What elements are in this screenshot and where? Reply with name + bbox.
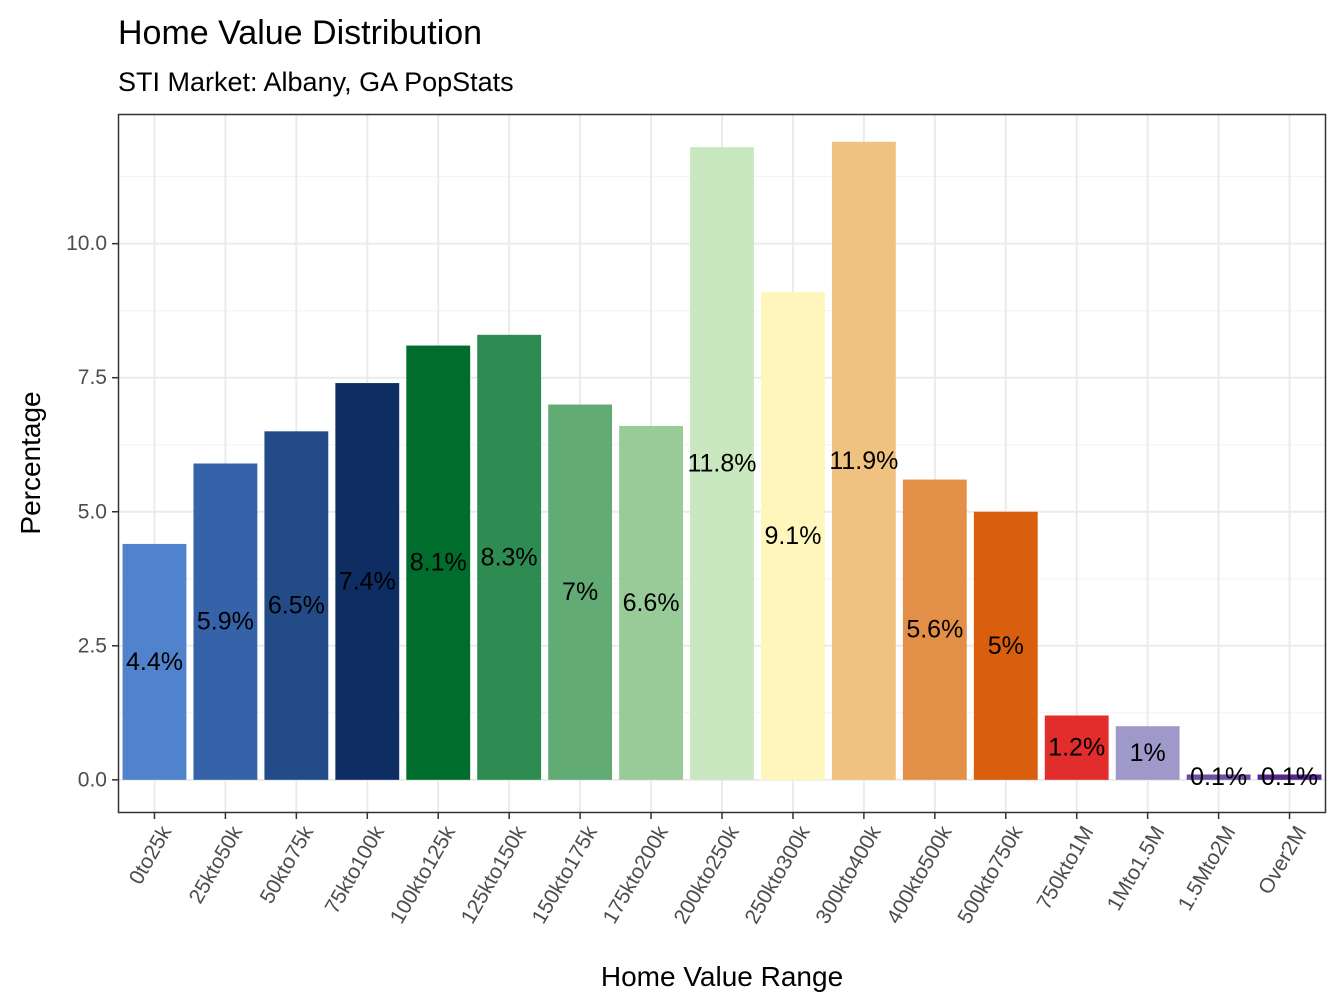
data-label: 5%	[988, 632, 1024, 660]
data-label: 5.6%	[906, 616, 963, 644]
x-tick-label: Over2M	[1254, 822, 1311, 898]
x-tick-label: 1.5Mto2M	[1174, 822, 1241, 914]
x-axis: 0to25k 25kto50k 50kto75k 75kto100k100kto125…	[125, 812, 1311, 928]
data-label: 8.3%	[481, 543, 538, 571]
y-tick-label: 5.0	[78, 500, 107, 523]
data-labels: 4.4% 5.9% 6.5% 7.4% 8.1% 8.3% 7% 6.6% 11.8% 9.1% 1…	[126, 447, 1318, 791]
data-label: 6.6%	[623, 589, 680, 617]
x-tick-label: 500kto750k	[953, 822, 1027, 928]
x-tick-label: 200kto250k	[670, 822, 744, 928]
x-tick-label: 25kto50k	[185, 822, 248, 908]
x-tick-label: 150kto175k	[528, 822, 602, 928]
x-tick-label: 750kto1M	[1032, 822, 1098, 913]
bar	[690, 147, 754, 780]
bar	[761, 291, 825, 780]
bar	[477, 334, 542, 780]
y-tick-label: 7.5	[78, 366, 107, 389]
bar	[1257, 774, 1322, 780]
data-label: 0.1%	[1261, 763, 1318, 791]
bar	[1044, 715, 1109, 780]
bar	[335, 383, 400, 780]
bar	[619, 425, 683, 780]
x-axis-title: Home Value Range	[601, 961, 843, 992]
data-label: 5.9%	[197, 608, 254, 636]
bar	[193, 463, 258, 780]
bar	[548, 404, 613, 780]
data-label: 7%	[562, 578, 598, 606]
x-tick-label: 100kto125k	[386, 822, 460, 928]
data-label: 1%	[1130, 739, 1166, 767]
x-tick-label: 50kto75k	[256, 822, 319, 908]
x-tick-label: 400kto500k	[882, 822, 956, 928]
x-tick-label: 300kto400k	[811, 822, 885, 928]
bar	[122, 543, 187, 780]
bars	[122, 141, 1322, 780]
y-axis: 0.0 2.5 5.0 7.5 10.0	[66, 232, 119, 791]
x-tick-label: 0to25k	[125, 822, 177, 889]
data-label: 8.1%	[410, 549, 467, 577]
data-label: 1.2%	[1048, 734, 1105, 762]
x-tick-label: 125kto150k	[457, 822, 531, 928]
data-label: 0.1%	[1190, 763, 1247, 791]
bar	[973, 511, 1038, 780]
bar	[406, 345, 471, 780]
chart-title: Home Value Distribution	[118, 14, 482, 52]
y-tick-label: 10.0	[66, 232, 107, 255]
y-tick-label: 2.5	[78, 634, 107, 657]
data-label: 4.4%	[126, 648, 183, 676]
bar	[902, 479, 967, 780]
x-tick-label: 175kto200k	[599, 822, 673, 928]
y-axis-title: Percentage	[15, 391, 46, 534]
data-label: 6.5%	[268, 592, 325, 620]
y-tick-label: 0.0	[78, 768, 107, 791]
chart-subtitle: STI Market: Albany, GA PopStats	[118, 67, 514, 97]
bar	[831, 141, 896, 780]
x-tick-label: 250kto300k	[741, 822, 815, 928]
data-label: 7.4%	[339, 567, 396, 595]
bar	[1186, 774, 1251, 780]
bar	[1115, 726, 1180, 780]
data-label: 11.9%	[829, 447, 898, 475]
data-label: 11.8%	[687, 450, 756, 478]
x-tick-label: 75kto100k	[321, 822, 390, 918]
x-tick-label: 1Mto1.5M	[1103, 822, 1170, 914]
bar	[264, 431, 329, 780]
data-label: 9.1%	[764, 522, 821, 550]
